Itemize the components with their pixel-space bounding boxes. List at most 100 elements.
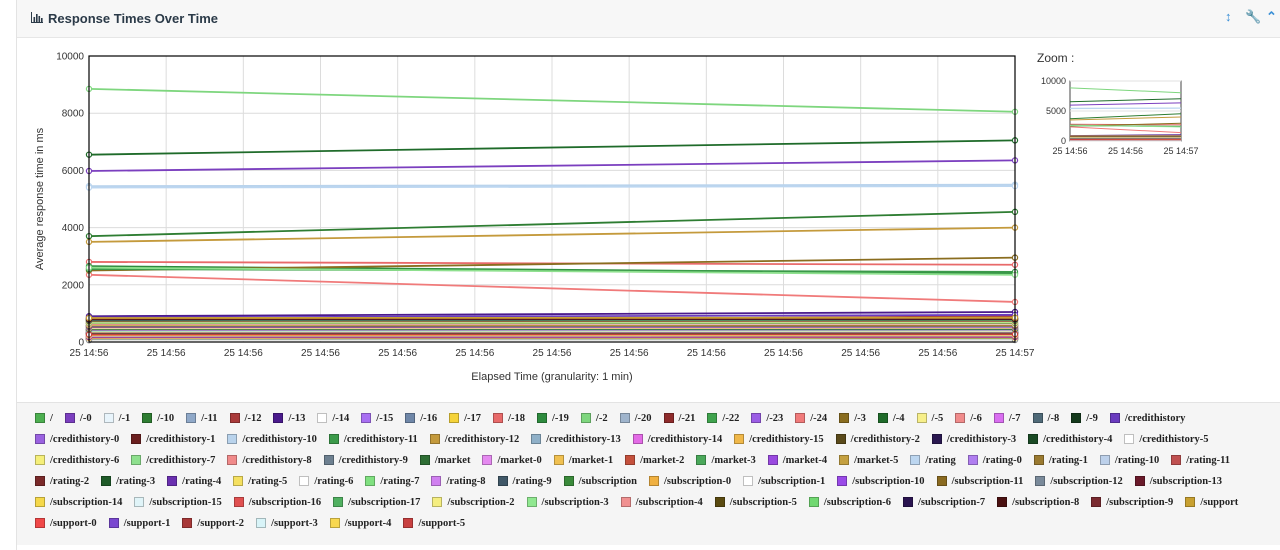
- legend-item[interactable]: /-7: [993, 411, 1021, 425]
- legend-item[interactable]: /rating-7: [365, 474, 419, 488]
- legend-item[interactable]: /credithistory-15: [734, 432, 824, 446]
- legend-swatch: [227, 455, 238, 465]
- y-tick-label: 6000: [62, 166, 85, 177]
- legend-item[interactable]: /-8: [1032, 411, 1059, 425]
- legend-item[interactable]: /-12: [229, 411, 261, 425]
- wrench-icon[interactable]: 🔧: [1245, 9, 1262, 24]
- series-line[interactable]: [85, 224, 1019, 246]
- legend-item[interactable]: /-6: [955, 411, 982, 425]
- legend-item[interactable]: /credithistory-12: [429, 432, 519, 446]
- legend-item[interactable]: /credithistory-7: [131, 453, 215, 467]
- legend-item[interactable]: /-15: [361, 411, 393, 425]
- legend-item[interactable]: /-16: [405, 411, 437, 425]
- legend-item[interactable]: /market-1: [553, 453, 614, 467]
- legend-item[interactable]: /subscription-11: [936, 474, 1023, 488]
- legend-item[interactable]: /credithistory-6: [35, 453, 119, 467]
- legend-item[interactable]: /support-5: [403, 516, 465, 530]
- legend-item[interactable]: /subscription-6: [808, 495, 891, 509]
- legend-item[interactable]: /support-1: [108, 516, 170, 530]
- legend-item[interactable]: /credithistory: [1109, 411, 1185, 425]
- legend-item[interactable]: /rating-8: [431, 474, 486, 488]
- legend-item[interactable]: /-19: [536, 411, 569, 425]
- legend-item[interactable]: /-21: [663, 411, 695, 425]
- legend-item[interactable]: /support-2: [182, 516, 244, 530]
- legend-item[interactable]: /rating: [910, 453, 956, 467]
- legend-item[interactable]: /rating-11: [1171, 453, 1230, 467]
- legend-item[interactable]: /rating-5: [233, 474, 287, 488]
- legend-item[interactable]: /-10: [142, 411, 174, 425]
- legend-item[interactable]: /credithistory-5: [1124, 432, 1209, 446]
- legend-item[interactable]: /-24: [795, 411, 827, 425]
- legend-item[interactable]: /support: [1185, 495, 1238, 509]
- legend-item[interactable]: /subscription-9: [1091, 495, 1173, 509]
- legend-item[interactable]: /subscription-17: [333, 495, 420, 509]
- collapse-icon[interactable]: ⌃: [1266, 9, 1277, 24]
- legend-item[interactable]: /credithistory-11: [328, 432, 418, 446]
- legend-item[interactable]: /credithistory-1: [131, 432, 215, 446]
- legend-item[interactable]: /market: [419, 453, 470, 467]
- legend-item[interactable]: /credithistory-4: [1028, 432, 1112, 446]
- legend-item[interactable]: /-3: [839, 411, 866, 425]
- legend-item[interactable]: /credithistory-0: [35, 432, 119, 446]
- legend-item[interactable]: /market-0: [482, 453, 542, 467]
- legend-item[interactable]: /rating-2: [35, 474, 89, 488]
- legend-item[interactable]: /subscription-14: [35, 495, 122, 509]
- legend-item[interactable]: /credithistory-8: [227, 453, 312, 467]
- legend-item[interactable]: /subscription-2: [432, 495, 515, 509]
- legend-item[interactable]: /: [35, 411, 53, 425]
- legend-item[interactable]: /subscription: [563, 474, 637, 488]
- legend-item[interactable]: /subscription-12: [1035, 474, 1123, 488]
- legend-item[interactable]: /-13: [273, 411, 305, 425]
- legend-item[interactable]: /market-4: [767, 453, 827, 467]
- legend-item[interactable]: /rating-0: [967, 453, 1022, 467]
- legend-item[interactable]: /credithistory-2: [835, 432, 920, 446]
- legend-item[interactable]: /-11: [186, 411, 218, 425]
- legend-item[interactable]: /subscription-4: [620, 495, 703, 509]
- legend-item[interactable]: /subscription-10: [837, 474, 925, 488]
- legend-item[interactable]: /credithistory-13: [531, 432, 621, 446]
- legend-item[interactable]: /-2: [580, 411, 608, 425]
- legend-item[interactable]: /credithistory-10: [227, 432, 317, 446]
- legend-item[interactable]: /subscription-13: [1134, 474, 1222, 488]
- legend-item[interactable]: /rating-10: [1099, 453, 1159, 467]
- legend-item[interactable]: /-22: [707, 411, 739, 425]
- legend-item[interactable]: /-18: [493, 411, 525, 425]
- legend-item[interactable]: /-9: [1071, 411, 1098, 425]
- legend-item[interactable]: /support-4: [329, 516, 391, 530]
- legend-item[interactable]: /credithistory-9: [323, 453, 408, 467]
- legend-item[interactable]: /-17: [449, 411, 481, 425]
- legend-item[interactable]: /subscription-5: [714, 495, 797, 509]
- legend-item[interactable]: /-20: [619, 411, 652, 425]
- legend-item[interactable]: /subscription-15: [134, 495, 222, 509]
- legend-item[interactable]: /-1: [103, 411, 130, 425]
- legend-item[interactable]: /subscription-0: [648, 474, 731, 488]
- legend-item[interactable]: /-14: [317, 411, 349, 425]
- legend-item[interactable]: /-5: [916, 411, 943, 425]
- legend-item[interactable]: /credithistory-3: [931, 432, 1016, 446]
- legend-item[interactable]: /rating-3: [101, 474, 155, 488]
- legend-label: /subscription-14: [50, 496, 123, 508]
- legend-item[interactable]: /rating-6: [299, 474, 353, 488]
- legend-item[interactable]: /rating-4: [167, 474, 221, 488]
- series-path: [88, 87, 1016, 113]
- legend-label: /market-1: [568, 454, 614, 466]
- legend-label: /rating-1: [1048, 454, 1088, 466]
- legend-item[interactable]: /-23: [751, 411, 783, 425]
- legend-item[interactable]: /credithistory-14: [632, 432, 722, 446]
- legend-item[interactable]: /market-5: [839, 453, 898, 467]
- legend-item[interactable]: /market-2: [625, 453, 684, 467]
- legend-item[interactable]: /rating-9: [497, 474, 552, 488]
- legend-item[interactable]: /subscription-1: [743, 474, 825, 488]
- legend-item[interactable]: /-4: [877, 411, 905, 425]
- legend-item[interactable]: /subscription-8: [997, 495, 1079, 509]
- legend-item[interactable]: /support-0: [35, 516, 97, 530]
- legend-item[interactable]: /-0: [64, 411, 92, 425]
- vertical-resize-icon[interactable]: ↕: [1225, 9, 1232, 24]
- legend-item[interactable]: /rating-1: [1033, 453, 1088, 467]
- legend-item[interactable]: /subscription-16: [233, 495, 321, 509]
- legend-item[interactable]: /support-3: [256, 516, 318, 530]
- legend-item[interactable]: /market-3: [696, 453, 756, 467]
- legend-item[interactable]: /subscription-3: [526, 495, 609, 509]
- legend-item[interactable]: /subscription-7: [902, 495, 985, 509]
